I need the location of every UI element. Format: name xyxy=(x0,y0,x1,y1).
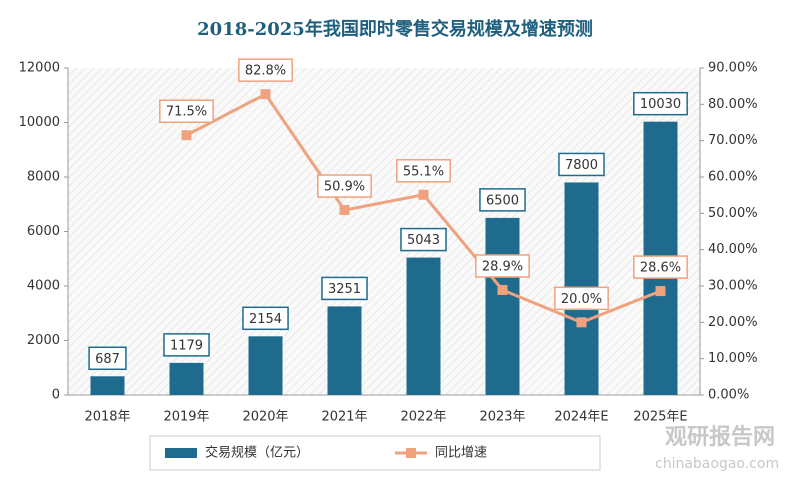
value-label: 7800 xyxy=(565,158,598,173)
value-label: 28.6% xyxy=(640,261,681,276)
line-point xyxy=(497,284,508,295)
value-label-box xyxy=(321,276,368,301)
y-tick-label: 0 xyxy=(52,388,60,403)
y2-tick-label: 30.00% xyxy=(708,279,758,294)
value-label-box xyxy=(558,152,605,177)
bar xyxy=(485,217,520,395)
value-label: 50.9% xyxy=(324,180,365,195)
y2-tick-label: 60.00% xyxy=(708,170,758,185)
value-label-box xyxy=(163,333,210,357)
watermark-url: chinabaogao.com xyxy=(655,456,779,472)
value-label-box xyxy=(88,346,127,371)
x-tick-label: 2020年 xyxy=(242,410,288,425)
legend-swatch xyxy=(165,448,197,458)
value-label-box xyxy=(633,91,688,116)
value-label: 1179 xyxy=(170,338,203,353)
value-label-box xyxy=(396,159,451,183)
value-label: 687 xyxy=(95,352,120,367)
legend-label: 同比增速 xyxy=(435,446,487,461)
line-point xyxy=(339,205,350,216)
value-label-box xyxy=(633,255,688,279)
y2-tick-label: 20.00% xyxy=(708,315,758,330)
line-point xyxy=(655,286,666,297)
value-label: 28.9% xyxy=(482,259,523,274)
bar xyxy=(406,257,441,395)
value-label: 55.1% xyxy=(403,164,444,179)
value-label: 3251 xyxy=(328,282,361,297)
value-label: 2154 xyxy=(249,312,282,327)
x-tick-label: 2024年E xyxy=(554,410,608,425)
y2-tick-label: 50.00% xyxy=(708,206,758,221)
y-tick-label: 2000 xyxy=(27,333,60,348)
x-tick-label: 2018年 xyxy=(84,410,130,425)
bar xyxy=(327,306,362,395)
watermark-brand: 观研报告网 xyxy=(665,425,775,450)
legend-label: 交易规模（亿元） xyxy=(205,445,309,461)
value-label: 82.8% xyxy=(245,64,286,79)
line-point xyxy=(181,130,192,141)
value-label-box xyxy=(400,227,447,252)
value-label: 5043 xyxy=(407,233,440,248)
x-tick-label: 2023年 xyxy=(479,410,525,425)
y-tick-label: 6000 xyxy=(27,224,60,239)
y-tick-label: 4000 xyxy=(27,279,60,294)
bar xyxy=(169,362,204,395)
bar xyxy=(90,376,125,395)
value-label: 6500 xyxy=(486,193,519,208)
y-tick-label: 10000 xyxy=(19,115,60,130)
line-point xyxy=(260,89,271,100)
value-label-box xyxy=(159,99,214,123)
value-label: 20.0% xyxy=(561,292,602,307)
y2-tick-label: 90.00% xyxy=(708,61,758,76)
value-label: 10030 xyxy=(640,97,681,112)
x-tick-label: 2019年 xyxy=(163,410,209,425)
value-label-box xyxy=(479,188,526,212)
value-label-box xyxy=(554,286,609,311)
y-tick-label: 12000 xyxy=(19,61,60,76)
x-tick-label: 2025年E xyxy=(633,410,687,425)
value-label-box xyxy=(238,58,293,82)
value-label: 71.5% xyxy=(166,105,207,120)
line-point xyxy=(576,317,587,328)
line-point xyxy=(418,189,429,200)
value-label-box xyxy=(242,306,289,331)
y2-tick-label: 70.00% xyxy=(708,133,758,148)
legend xyxy=(149,435,601,471)
x-tick-label: 2021年 xyxy=(321,410,367,425)
value-label-box xyxy=(475,254,530,278)
value-label-box xyxy=(317,174,372,198)
legend-swatch xyxy=(406,448,416,458)
x-tick-label: 2022年 xyxy=(400,410,446,425)
bar xyxy=(248,336,283,395)
y2-tick-label: 10.00% xyxy=(708,351,758,366)
y-tick-label: 8000 xyxy=(27,170,60,185)
chart-title: 2018-2025年我国即时零售交易规模及增速预测 xyxy=(197,18,593,40)
y2-tick-label: 0.00% xyxy=(708,388,749,403)
y2-tick-label: 40.00% xyxy=(708,242,758,257)
y2-tick-label: 80.00% xyxy=(708,97,758,112)
